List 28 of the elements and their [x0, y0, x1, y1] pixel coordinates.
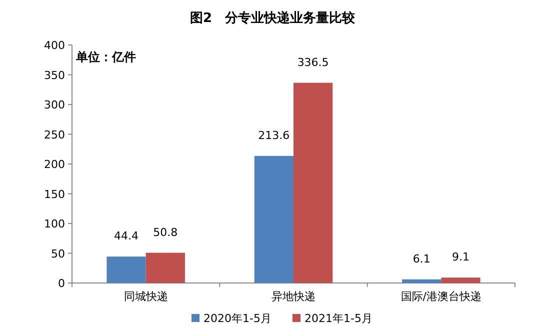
legend-label: 2020年1-5月: [204, 312, 272, 325]
y-tick-label: 150: [44, 188, 65, 201]
y-tick-label: 50: [51, 247, 65, 260]
y-tick-label: 200: [44, 158, 65, 171]
annotation: 单位：亿件: [75, 50, 136, 64]
x-tick-label: 国际/港澳台快递: [400, 290, 482, 303]
y-tick-label: 250: [44, 128, 65, 142]
chart-title: 图2 分专业快递业务量比较: [190, 10, 356, 26]
data-label: 213.6: [258, 128, 290, 142]
y-tick-label: 0: [58, 277, 65, 290]
bar: [254, 156, 294, 283]
data-label: 336.5: [297, 56, 329, 69]
y-tick-label: 400: [44, 39, 65, 52]
data-label: 9.1: [452, 250, 470, 264]
y-tick-label: 100: [44, 218, 65, 230]
bar: [402, 279, 442, 283]
y-tick-label: 350: [44, 68, 65, 82]
x-tick-label: 异地快递: [272, 290, 316, 303]
data-label: 6.1: [412, 252, 430, 266]
y-tick-label: 300: [44, 98, 65, 112]
bar: [294, 82, 333, 283]
bar: [146, 252, 185, 283]
legend-label: 2021年1-5月: [304, 312, 372, 325]
data-label: 44.4: [114, 230, 139, 243]
bar: [441, 278, 480, 283]
x-tick-label: 同城快递: [124, 290, 168, 303]
data-label: 50.8: [153, 226, 178, 239]
bar: [106, 256, 146, 283]
